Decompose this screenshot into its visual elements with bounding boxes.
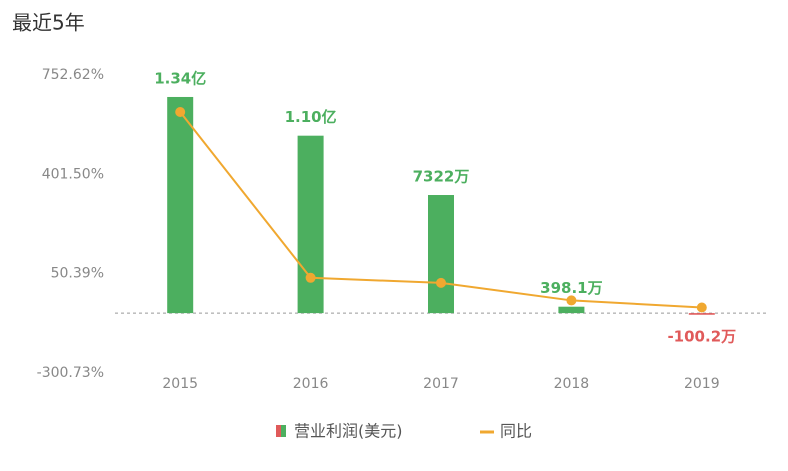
value-label: 7322万 [413,168,470,186]
y-tick-label: 401.50% [42,166,104,182]
legend-label: 营业利润(美元) [294,422,403,441]
line-point [696,302,707,313]
bar [688,313,715,315]
chart-title: 最近5年 [12,11,85,35]
y-tick-label: -300.73% [37,365,104,381]
value-label: -100.2万 [667,328,736,346]
bar [558,306,585,314]
value-label: 1.34亿 [154,69,206,87]
y-tick-label: 752.62% [42,67,104,83]
x-tick-label: 2017 [423,376,459,392]
legend-swatch [281,425,286,437]
line-point [175,107,186,118]
y-tick-label: 50.39% [51,266,104,282]
x-tick-label: 2018 [554,376,590,392]
x-tick-label: 2016 [293,376,329,392]
legend: 营业利润(美元) 同比 [276,422,532,441]
line-point [305,272,316,283]
x-tick-label: 2019 [684,376,720,392]
bar [297,135,324,314]
line-point [566,295,577,306]
bar [428,195,454,314]
legend-swatch-accent [276,425,281,437]
value-label: 1.10亿 [285,108,337,126]
value-label: 398.1万 [540,279,602,297]
bar [167,96,194,314]
line-point [436,277,446,288]
x-tick-label: 2015 [162,376,198,392]
legend-label: 同比 [500,422,532,441]
